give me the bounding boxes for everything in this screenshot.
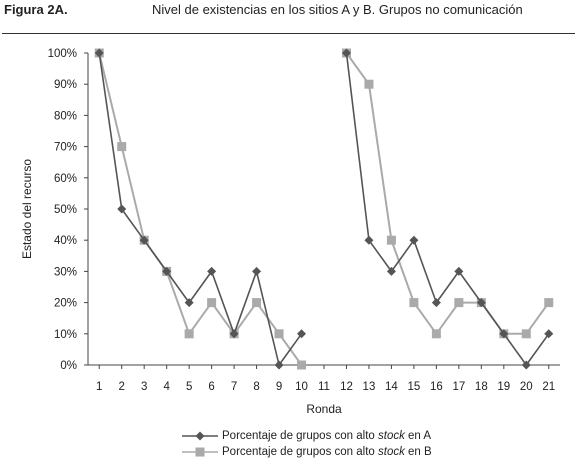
data-point-b bbox=[454, 298, 464, 308]
data-point-b bbox=[364, 79, 374, 89]
x-tick-label: 7 bbox=[231, 381, 237, 393]
series-layer bbox=[94, 48, 554, 370]
data-point-a bbox=[431, 298, 441, 308]
series-line bbox=[98, 52, 303, 366]
legend-swatch-b bbox=[182, 447, 218, 457]
data-point-a bbox=[499, 329, 509, 339]
x-tick-label: 1 bbox=[96, 381, 102, 393]
data-point-b bbox=[544, 298, 554, 308]
y-tick-label: 30% bbox=[54, 266, 77, 278]
x-tick-label: 5 bbox=[186, 381, 192, 393]
y-tick-label: 90% bbox=[54, 79, 77, 91]
data-point-a bbox=[252, 266, 262, 276]
chart-axes bbox=[84, 52, 560, 369]
data-point-b bbox=[252, 298, 262, 308]
data-point-a bbox=[207, 266, 217, 276]
figure-label: Figura 2A. bbox=[4, 2, 68, 17]
data-point-b bbox=[409, 298, 419, 308]
data-point-a bbox=[341, 48, 351, 58]
data-point-b bbox=[386, 235, 396, 245]
data-point-a bbox=[454, 266, 464, 276]
x-tick-label: 4 bbox=[163, 381, 170, 393]
data-point-a bbox=[386, 266, 396, 276]
y-tick-labels: 0% 10% 20% 30% 40% 50% 60% 70% 80% 90% 100% bbox=[48, 48, 77, 372]
x-tick-label: 9 bbox=[276, 381, 282, 393]
x-tick-label: 3 bbox=[141, 381, 147, 393]
data-point-a bbox=[409, 235, 419, 245]
data-point-a bbox=[184, 298, 194, 308]
data-point-a bbox=[274, 360, 284, 370]
legend-item-b: Porcentaje de grupos con alto stock en B bbox=[182, 444, 432, 460]
y-tick-label: 40% bbox=[54, 235, 77, 247]
data-point-b bbox=[274, 329, 284, 339]
legend-swatch-a bbox=[182, 431, 218, 441]
x-tick-labels: 1 2 3 4 5 6 7 8 9 10 11 12 13 14 15 16 17 18 19 20 21 bbox=[96, 381, 555, 393]
data-point-b bbox=[184, 329, 194, 339]
y-tick-label: 60% bbox=[54, 173, 77, 185]
data-point-b bbox=[431, 329, 441, 339]
x-tick-label: 20 bbox=[520, 381, 533, 393]
y-tick-label: 10% bbox=[54, 329, 77, 341]
y-tick-label: 70% bbox=[54, 142, 77, 154]
x-tick-label: 10 bbox=[295, 381, 308, 393]
data-point-b bbox=[521, 329, 531, 339]
data-point-a bbox=[544, 329, 554, 339]
x-tick-label: 13 bbox=[363, 381, 376, 393]
data-point-a bbox=[139, 235, 149, 245]
figure-title: Nivel de existencias en los sitios A y B… bbox=[152, 2, 523, 17]
data-point-a bbox=[297, 329, 307, 339]
series-a bbox=[94, 48, 554, 370]
data-point-b bbox=[297, 360, 307, 370]
series-line bbox=[345, 52, 550, 335]
data-point-a bbox=[521, 360, 531, 370]
x-tick-label: 12 bbox=[340, 381, 353, 393]
data-point-a bbox=[94, 48, 104, 58]
data-point-a bbox=[117, 204, 127, 214]
x-tick-label: 19 bbox=[497, 381, 510, 393]
x-tick-label: 2 bbox=[119, 381, 125, 393]
x-tick-label: 18 bbox=[475, 381, 488, 393]
y-tick-label: 20% bbox=[54, 298, 77, 310]
x-tick-label: 15 bbox=[408, 381, 421, 393]
x-axis-title: Ronda bbox=[306, 402, 342, 416]
x-tick-label: 17 bbox=[452, 381, 465, 393]
data-point-a bbox=[162, 266, 172, 276]
x-tick-label: 6 bbox=[208, 381, 214, 393]
data-point-b bbox=[207, 298, 217, 308]
legend: Porcentaje de grupos con alto stock en A… bbox=[182, 428, 432, 460]
x-tick-label: 11 bbox=[318, 381, 330, 393]
x-tick-label: 21 bbox=[542, 381, 555, 393]
data-point-a bbox=[476, 298, 486, 308]
legend-item-a: Porcentaje de grupos con alto stock en A bbox=[182, 428, 432, 444]
y-tick-label: 80% bbox=[54, 110, 77, 122]
series-line bbox=[98, 52, 303, 366]
legend-label-b: Porcentaje de grupos con alto stock en B bbox=[222, 446, 432, 458]
y-tick-label: 50% bbox=[54, 204, 77, 216]
series-line bbox=[345, 52, 550, 366]
legend-label-a: Porcentaje de grupos con alto stock en A bbox=[222, 430, 432, 442]
x-tick-label: 16 bbox=[430, 381, 443, 393]
x-tick-label: 8 bbox=[253, 381, 259, 393]
header-rule bbox=[2, 33, 575, 34]
y-axis-title: Estado del recurso bbox=[20, 159, 34, 259]
series-b bbox=[94, 48, 554, 370]
data-point-a bbox=[364, 235, 374, 245]
data-point-b bbox=[117, 142, 127, 152]
y-tick-label: 0% bbox=[60, 360, 77, 372]
x-tick-label: 14 bbox=[385, 381, 398, 393]
y-tick-label: 100% bbox=[48, 48, 77, 60]
data-point-a bbox=[229, 329, 239, 339]
